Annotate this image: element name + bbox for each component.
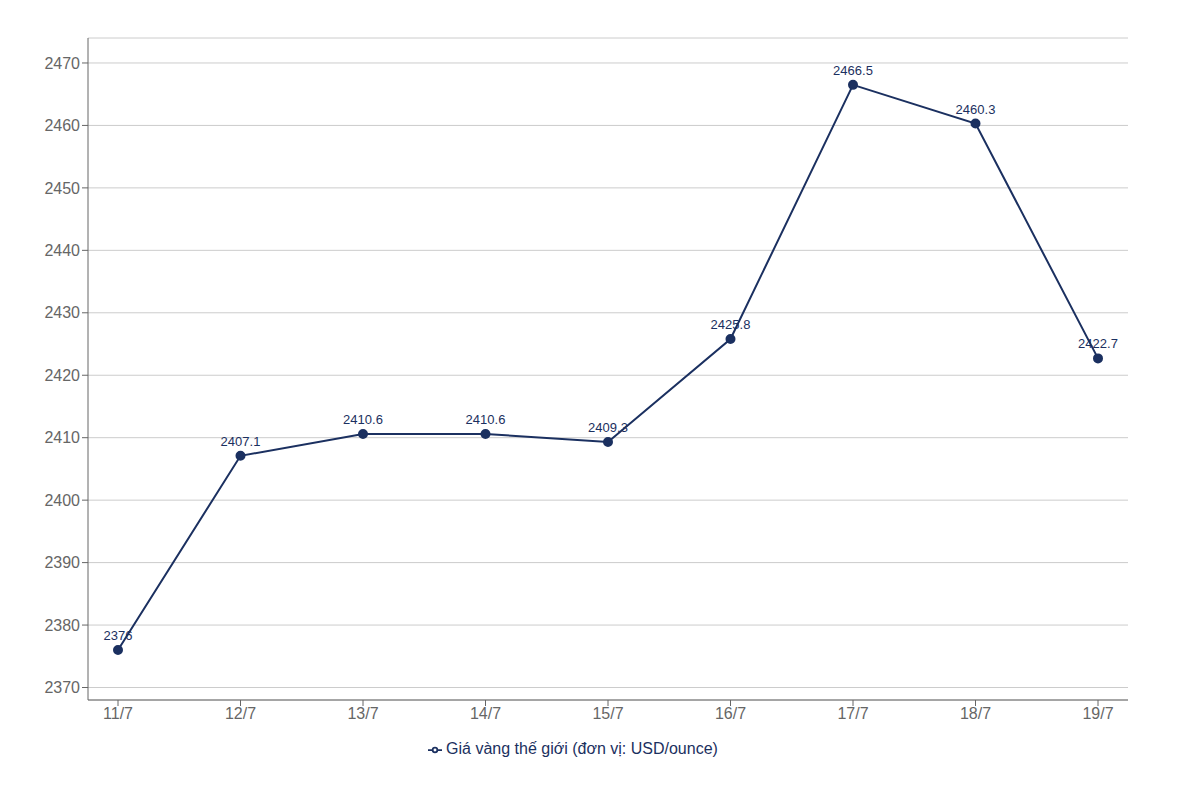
svg-text:2460: 2460 [44,117,80,134]
svg-text:2410.6: 2410.6 [343,412,383,427]
svg-text:2410: 2410 [44,429,80,446]
svg-text:2410.6: 2410.6 [466,412,506,427]
html-text:Giá vàng thế giới (đơn vị: USD: Giá vàng thế giới (đơn vị: USD/ounce) [446,740,718,757]
svg-text:2440: 2440 [44,242,80,259]
svg-text:2407.1: 2407.1 [221,434,261,449]
svg-text:16/7: 16/7 [715,705,746,722]
svg-text:2470: 2470 [44,55,80,72]
svg-text:2380: 2380 [44,617,80,634]
svg-text:15/7: 15/7 [592,705,623,722]
svg-text:2430: 2430 [44,304,80,321]
svg-text:2370: 2370 [44,679,80,696]
svg-text:2376: 2376 [104,628,133,643]
svg-text:13/7: 13/7 [347,705,378,722]
svg-text:19/7: 19/7 [1082,705,1113,722]
svg-text:17/7: 17/7 [837,705,868,722]
svg-text:2466.5: 2466.5 [833,63,873,78]
svg-text:2409.3: 2409.3 [588,420,628,435]
svg-text:18/7: 18/7 [960,705,991,722]
svg-text:2390: 2390 [44,554,80,571]
svg-text:2400: 2400 [44,492,80,509]
svg-text:2460.3: 2460.3 [956,102,996,117]
svg-text:11/7: 11/7 [103,705,133,722]
svg-text:2420: 2420 [44,367,80,384]
svg-text:2450: 2450 [44,180,80,197]
svg-text:2425.8: 2425.8 [711,317,751,332]
svg-text:2422.7: 2422.7 [1078,336,1118,351]
svg-text:14/7: 14/7 [470,705,501,722]
svg-text:12/7: 12/7 [225,705,256,722]
